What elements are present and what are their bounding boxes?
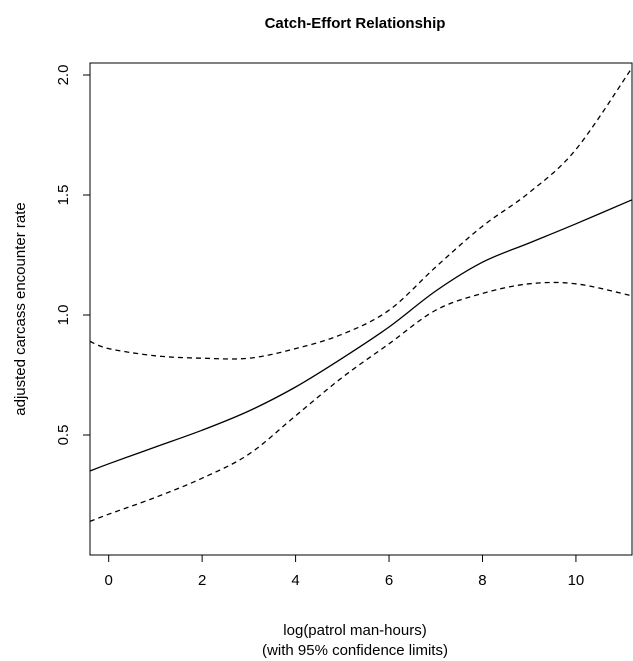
x-tick-label: 2 (198, 572, 206, 589)
plot-frame (89, 62, 633, 556)
y-axis-label: adjusted carcass encounter rate (12, 202, 29, 415)
y-tick-label: 1.5 (55, 185, 72, 206)
x-tick-label: 0 (105, 572, 113, 589)
x-tick-label: 6 (385, 572, 393, 589)
y-tick-label: 0.5 (55, 425, 72, 446)
series-line-fit (89, 199, 633, 472)
series-line-lower (89, 281, 633, 523)
series-layer (89, 67, 633, 523)
chart-title: Catch-Effort Relationship (265, 15, 446, 32)
y-tick-label: 1.0 (55, 305, 72, 326)
y-axis: 0.5 1.0 1.5 2.0 (55, 65, 90, 446)
x-axis: 0 2 4 6 8 10 (105, 555, 585, 589)
x-axis-label: log(patrol man-hours) (283, 622, 426, 639)
x-axis-sublabel: (with 95% confidence limits) (262, 642, 448, 659)
series-line-upper (89, 67, 633, 360)
x-tick-label: 4 (291, 572, 299, 589)
x-tick-label: 8 (478, 572, 486, 589)
y-tick-label: 2.0 (55, 65, 72, 86)
x-tick-label: 10 (568, 572, 585, 589)
